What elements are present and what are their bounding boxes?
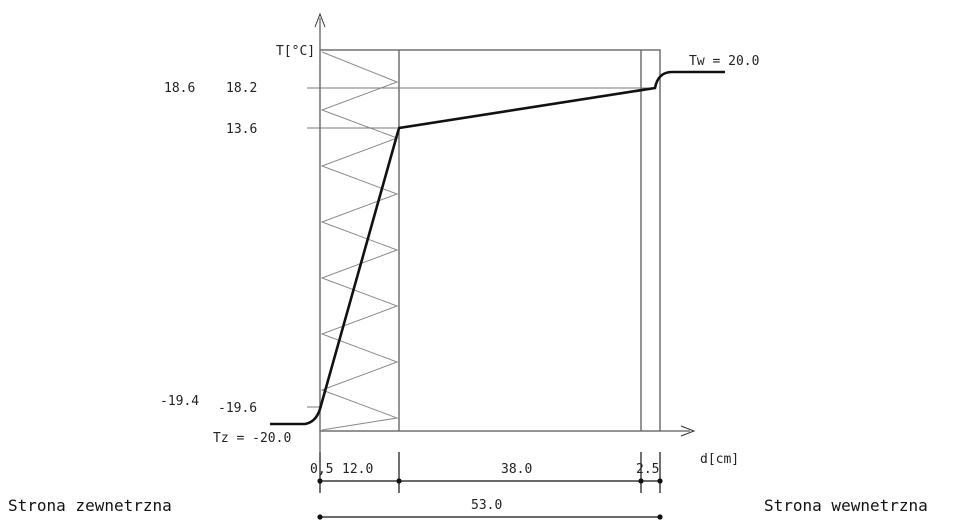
dim-dot-total-start [317,514,323,520]
tw-label: Tw = 20.0 [689,54,759,69]
temperature-profile-line [270,70,725,426]
dim-value-12: 12.0 [342,462,373,477]
temp-18-6: 18.6 [164,81,195,96]
dim-value-2-5: 2.5 [636,462,659,477]
temp-minus-19-6: -19.6 [218,401,257,416]
y-axis-arrow [314,12,326,28]
dim-dot-insulation [396,478,402,484]
dim-value-38: 38.0 [501,462,532,477]
dim-dot-0 [317,478,323,484]
tz-label: Tz = -20.0 [213,431,291,446]
dim-dot-total-end [657,514,663,520]
temp-minus-19-4: -19.4 [160,394,199,409]
inside-label: Strona wewnetrzna [764,496,928,515]
temp-18-2: 18.2 [226,81,257,96]
dim-value-0-5: 0,5 [310,462,333,477]
dim-dot-end [657,478,663,484]
x-axis-arrow [680,425,696,437]
dim-dot-masonry [638,478,644,484]
insulation-hatch [320,51,399,431]
y-axis-label: T[°C] [276,44,315,59]
wall-outline [319,49,661,432]
x-axis-label: d[cm] [700,452,739,467]
dim-value-total: 53.0 [471,498,502,513]
temp-13-6: 13.6 [226,122,257,137]
outside-label: Strona zewnetrzna [8,496,172,515]
